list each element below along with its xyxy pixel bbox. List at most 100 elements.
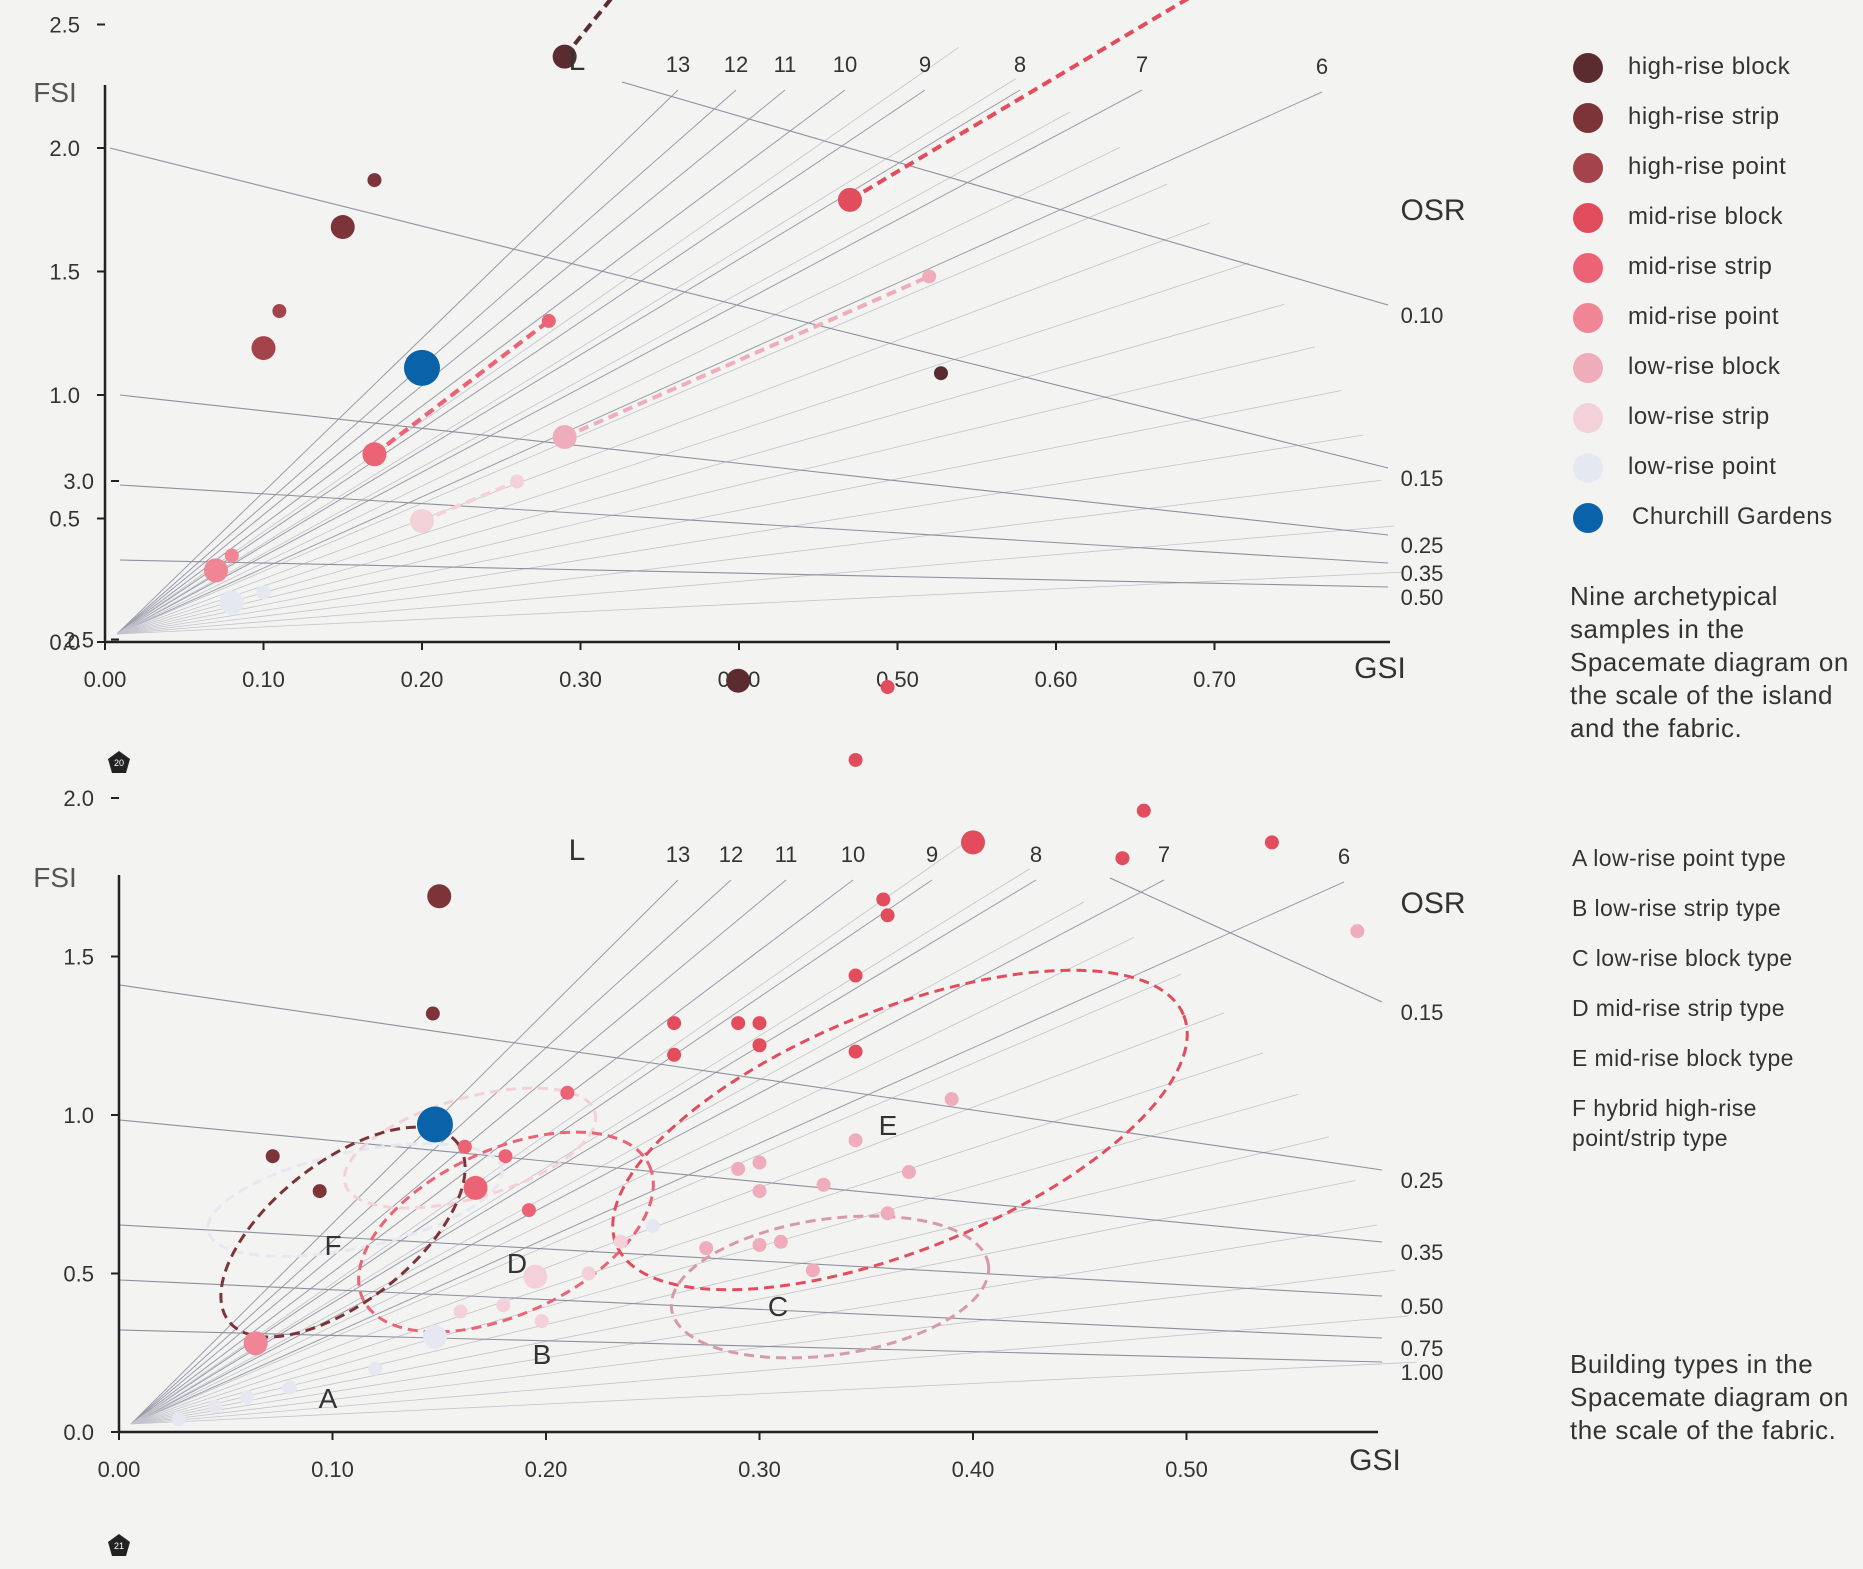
osr-value-label: 0.15 [1401, 466, 1444, 491]
data-point [1264, 835, 1279, 850]
group-label: F [324, 1230, 341, 1261]
data-point [523, 1264, 548, 1289]
legend-label: high-rise block [1628, 53, 1791, 80]
data-point [613, 1234, 628, 1249]
data-point [667, 1047, 682, 1062]
data-point [367, 173, 382, 188]
data-point [752, 1155, 767, 1170]
x-tick-label: 0.70 [1193, 667, 1236, 692]
l-grid-line [130, 879, 1037, 1425]
fan-grid-line [130, 1269, 1396, 1425]
osr-grid-line [119, 984, 1383, 1171]
legend-swatch [1573, 453, 1603, 483]
data-point [667, 1016, 682, 1031]
x-tick-label: 0.00 [84, 667, 127, 692]
data-point [272, 304, 287, 319]
l-axis-title: L [569, 44, 586, 77]
data-point [944, 1092, 959, 1107]
group-ellipse [206, 1142, 504, 1258]
osr-axis-title: OSR [1400, 887, 1465, 920]
osr-value-label: 0.50 [1401, 585, 1444, 610]
osr-value-label: 1.00 [1401, 1360, 1444, 1385]
series-connector [563, 274, 931, 439]
l-value-label: 10 [841, 842, 865, 867]
y-tick-label: 1.5 [49, 260, 80, 285]
type-item-f: F hybrid high-rise point/strip type [1572, 1095, 1757, 1151]
y-tick-label: 0.0 [63, 1420, 94, 1445]
data-point [731, 1016, 746, 1031]
legend-label: mid-rise block [1628, 203, 1784, 230]
legend-item: high-rise block [1568, 47, 1858, 87]
x-tick-label: 0.40 [952, 1457, 995, 1482]
data-point [534, 1314, 549, 1329]
fan-grid-line [130, 1224, 1378, 1425]
fan-grid-line [116, 479, 1382, 635]
data-point [541, 313, 556, 328]
data-point [848, 1044, 863, 1059]
l-grid-line [116, 89, 1143, 635]
legend-swatch [1573, 103, 1603, 133]
x-tick-label: 0.10 [311, 1457, 354, 1482]
x-tick-label: 0.50 [1165, 1457, 1208, 1482]
osr-value-label: 0.50 [1401, 1294, 1444, 1319]
x-tick-label: 0.00 [98, 1457, 141, 1482]
osr-grid-line [119, 1329, 1383, 1363]
data-point [848, 968, 863, 983]
data-point [922, 269, 937, 284]
data-point [203, 558, 228, 583]
fan-grid-line [130, 1361, 1417, 1425]
legend-label: mid-rise point [1628, 303, 1780, 330]
l-grid-line [116, 89, 926, 635]
osr-grid-line [109, 147, 1389, 469]
l-value-label: 6 [1316, 54, 1328, 79]
l-axis-title: L [569, 834, 586, 867]
legend-swatch [1573, 153, 1603, 183]
osr-value-label: 0.35 [1401, 1240, 1444, 1265]
series-connector [848, 0, 1190, 202]
data-point [496, 1298, 511, 1313]
data-point [752, 1184, 767, 1199]
series-connector [421, 479, 518, 523]
legend-label: mid-rise strip [1628, 253, 1773, 280]
osr-grid-line [119, 1224, 1383, 1297]
osr-axis-title: OSR [1400, 194, 1465, 227]
data-point [240, 1390, 255, 1405]
y-tick-label: 0.5 [63, 1262, 94, 1287]
l-value-label: 7 [1136, 52, 1148, 77]
chart-2 [111, 366, 1417, 1440]
data-point [752, 1038, 767, 1053]
osr-grid-line [119, 1279, 1383, 1339]
l-value-label: 8 [1030, 842, 1042, 867]
l-value-label: 12 [724, 52, 748, 77]
data-point [251, 336, 276, 361]
type-item-b: B low-rise strip type [1572, 895, 1782, 921]
legend-item: low-rise strip [1568, 397, 1858, 437]
legend-swatch [1573, 503, 1603, 533]
group-label: C [768, 1291, 788, 1322]
data-point [901, 1165, 916, 1180]
group-ellipse [357, 1130, 655, 1334]
legend-label: low-rise strip [1628, 403, 1770, 430]
data-point [816, 1177, 831, 1192]
fan-grid-line [116, 47, 959, 635]
data-point [208, 1399, 223, 1414]
l-value-label: 13 [666, 842, 690, 867]
data-point [848, 1133, 863, 1148]
series-connector [373, 319, 551, 456]
osr-value-label: 0.25 [1401, 1168, 1444, 1193]
l-value-label: 11 [774, 52, 797, 77]
x-tick-label: 0.20 [401, 667, 444, 692]
l-value-label: 10 [833, 52, 857, 77]
svg-text:21: 21 [114, 1541, 124, 1551]
l-grid-line [130, 879, 854, 1425]
data-point [1115, 851, 1130, 866]
fan-grid-line [130, 1136, 1330, 1425]
data-point [552, 424, 577, 449]
l-value-label: 8 [1014, 52, 1026, 77]
osr-value-label: 0.75 [1401, 1336, 1444, 1361]
data-point [581, 1266, 596, 1281]
data-point [837, 187, 862, 212]
page-marker-21: 21 [108, 1534, 130, 1556]
data-point [453, 1304, 468, 1319]
legend-label: high-rise strip [1628, 103, 1780, 130]
